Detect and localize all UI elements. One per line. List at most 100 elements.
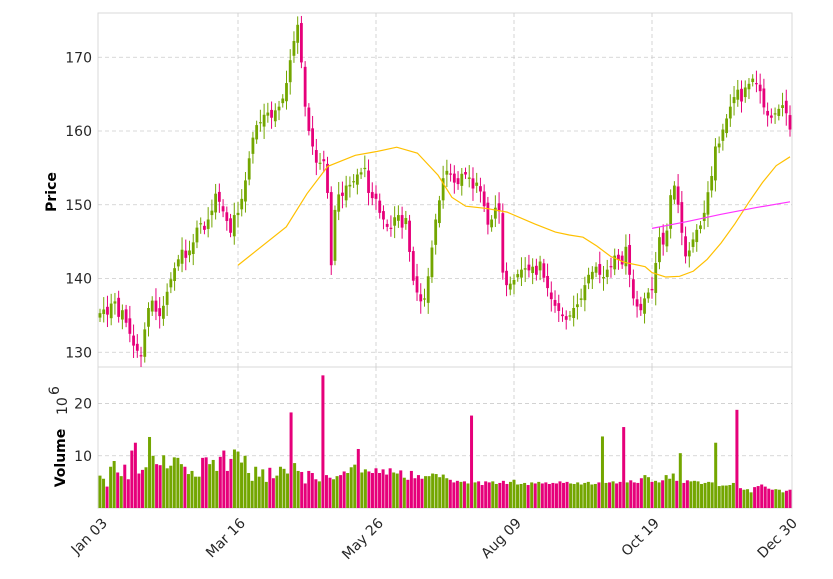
candle-body — [374, 193, 378, 199]
moving-averages — [237, 146, 791, 278]
candle-body — [650, 288, 654, 291]
volume-bar — [133, 442, 137, 508]
volume-bar — [455, 480, 459, 508]
volume-bar — [289, 412, 293, 508]
volume-bar — [356, 448, 360, 508]
volume-bar — [431, 473, 435, 508]
candle-body — [389, 227, 393, 229]
volume-bar — [753, 487, 757, 508]
candle-body — [665, 230, 669, 247]
volume-bar — [378, 473, 382, 508]
candle-body — [169, 279, 173, 288]
volume-bar — [689, 481, 693, 508]
volume-bar — [119, 476, 123, 508]
volume-bar — [148, 436, 152, 508]
volume-bar — [176, 457, 180, 508]
volume-bar — [282, 468, 286, 508]
candle-body — [400, 215, 404, 228]
candle-body — [658, 237, 661, 263]
volume-y-tick-label: 10 — [74, 449, 92, 465]
volume-bar — [367, 471, 371, 508]
volume-bar — [215, 470, 219, 508]
volume-bar — [586, 481, 590, 508]
candle-body — [296, 24, 300, 43]
candle-body — [232, 215, 236, 237]
volume-bar — [197, 476, 201, 508]
volume-bar — [211, 459, 215, 508]
candle-body — [292, 41, 296, 56]
candle-body — [150, 300, 154, 312]
candle-body — [199, 223, 203, 225]
volume-bar — [236, 451, 240, 508]
candle-body — [553, 300, 557, 306]
volume-bar — [190, 470, 194, 508]
volume-bar — [399, 470, 403, 508]
candle-body — [359, 172, 363, 175]
volume-bar — [441, 474, 445, 508]
volume-bar — [700, 483, 704, 508]
volume-bar — [540, 483, 544, 508]
candle-body — [98, 313, 102, 318]
candle-body — [203, 225, 206, 230]
candle-body — [445, 170, 449, 175]
volume-bar — [738, 488, 742, 508]
candle-body — [258, 122, 262, 124]
volume-bar — [579, 484, 583, 508]
candle-body — [721, 129, 725, 141]
candle-body — [538, 261, 542, 271]
volume-bar — [530, 482, 534, 508]
candle-body — [740, 88, 743, 102]
candle-body — [490, 219, 494, 228]
volume-bar — [130, 450, 134, 508]
volume-bar — [735, 409, 739, 508]
volume-bar — [165, 468, 169, 508]
volume-bar — [593, 483, 597, 508]
volume-bar — [707, 481, 711, 508]
volume-bar — [576, 482, 580, 508]
candle-body — [643, 298, 646, 314]
candle-body — [542, 263, 546, 278]
volume-bar — [781, 492, 785, 508]
candle-body — [501, 213, 505, 273]
candle-body — [568, 315, 572, 317]
volume-bar — [770, 489, 774, 508]
candle-body — [687, 250, 691, 257]
candle-body — [583, 285, 587, 301]
volume-bar — [381, 469, 385, 508]
volume-bar — [604, 482, 608, 508]
volume-bar — [204, 457, 208, 508]
candle-body — [341, 192, 344, 196]
candle-body — [277, 106, 281, 111]
volume-bar — [717, 486, 721, 508]
candle-body — [617, 254, 620, 261]
candle-body — [117, 297, 121, 317]
volume-bar — [714, 442, 718, 508]
candle-body — [728, 106, 732, 119]
price-y-tick-label: 150 — [65, 198, 92, 214]
volume-bar — [696, 481, 700, 508]
volume-bar — [293, 463, 297, 508]
candle-body — [322, 159, 326, 162]
price-y-tick-label: 130 — [65, 345, 92, 361]
volume-bar — [303, 483, 307, 508]
candle-body — [348, 184, 352, 187]
volume-bar — [257, 476, 261, 508]
candle-body — [512, 279, 516, 285]
volume-bar — [473, 482, 477, 508]
volume-bar — [349, 467, 353, 508]
volume-bar — [508, 481, 512, 508]
candle-body — [751, 78, 755, 83]
volume-bar — [767, 488, 771, 508]
candle-body — [486, 202, 490, 225]
volume-bar — [512, 479, 516, 508]
candle-body — [449, 173, 452, 175]
volume-bar — [547, 483, 551, 508]
candle-body — [635, 299, 639, 307]
grid-lines — [98, 13, 792, 508]
candle-body — [337, 194, 341, 212]
candle-body — [710, 175, 714, 191]
volume-bar — [777, 489, 781, 508]
price-axis-title: Price — [44, 172, 60, 212]
candle-body — [594, 266, 598, 273]
candle-body — [605, 269, 609, 278]
